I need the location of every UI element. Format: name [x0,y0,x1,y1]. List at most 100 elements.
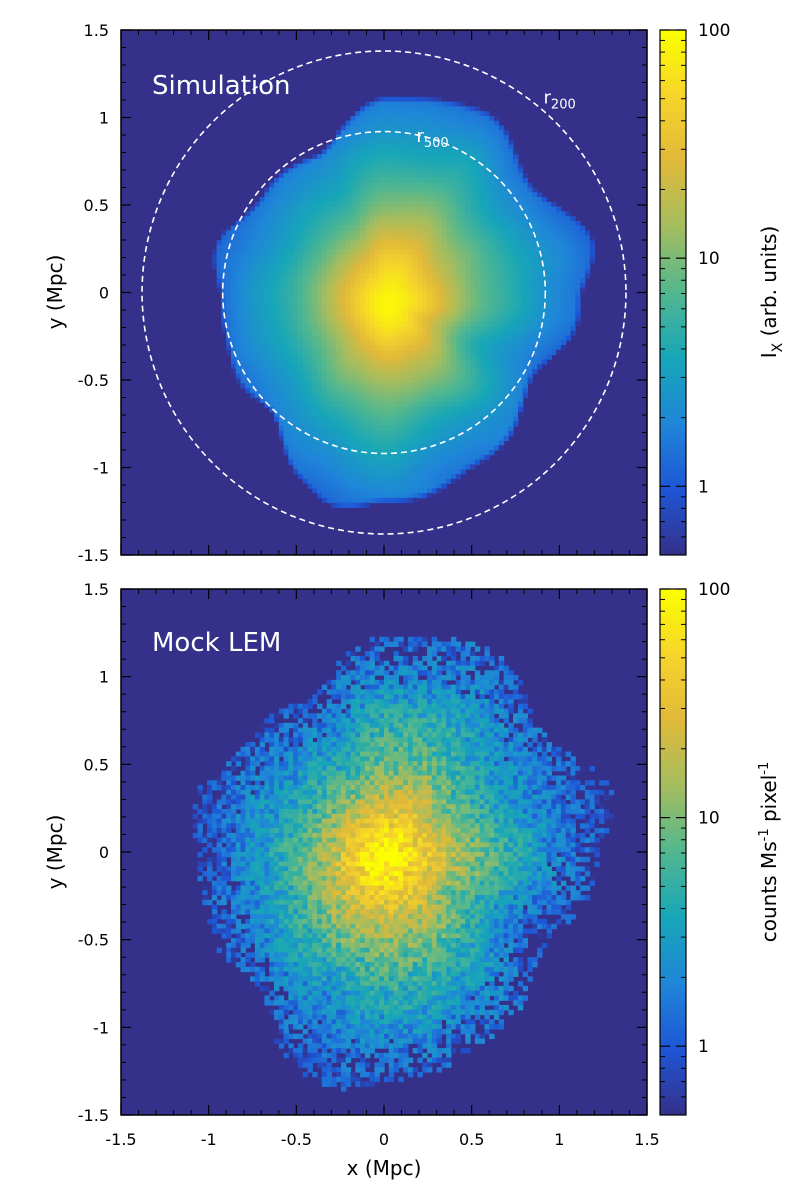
intensity-pixel [532,244,538,251]
intensity-pixel [364,345,371,351]
intensity-pixel [489,330,495,337]
intensity-pixel [297,368,304,375]
intensity-pixel [336,349,342,356]
intensity-pixel [474,168,481,174]
intensity-pixel [264,402,270,408]
intensity-pixel [412,488,419,494]
intensity-pixel [407,340,414,346]
intensity-pixel [393,235,399,241]
intensity-pixel [422,387,428,394]
intensity-pixel [254,311,261,317]
intensity-pixel [297,392,304,399]
intensity-pixel [254,225,261,232]
intensity-pixel [546,306,552,313]
intensity-pixel [278,268,285,275]
intensity-pixel [513,383,519,389]
intensity-pixel [498,220,505,227]
intensity-pixel [340,454,347,461]
intensity-pixel [374,373,380,380]
intensity-pixel [240,273,246,279]
intensity-pixel [321,292,328,298]
intensity-pixel [484,154,490,160]
intensity-pixel [393,430,399,437]
intensity-pixel [369,497,376,504]
intensity-pixel [546,216,552,222]
intensity-pixel [321,321,328,327]
intensity-pixel [364,254,371,260]
intensity-pixel [393,278,399,284]
intensity-pixel [379,273,385,279]
intensity-pixel [230,364,237,370]
intensity-pixel [312,311,318,317]
intensity-pixel [508,387,514,394]
intensity-pixel [283,402,289,408]
intensity-pixel [235,287,242,294]
intensity-pixel [551,282,557,289]
intensity-pixel [398,411,404,418]
intensity-pixel [364,173,371,179]
intensity-pixel [584,268,591,275]
intensity-pixel [350,430,356,437]
intensity-pixel [226,297,232,303]
intensity-pixel [422,473,428,480]
intensity-pixel [436,149,442,155]
intensity-pixel [369,187,376,193]
intensity-pixel [340,373,347,380]
intensity-pixel [264,368,270,375]
intensity-pixel [556,235,562,241]
intensity-pixel [350,192,356,198]
intensity-pixel [230,230,237,236]
intensity-pixel [503,197,509,203]
intensity-pixel [302,364,309,370]
intensity-pixel [541,349,548,356]
intensity-pixel [517,330,524,337]
intensity-pixel [570,225,576,232]
intensity-pixel [297,306,304,313]
intensity-pixel [455,459,462,465]
intensity-pixel [532,359,538,365]
intensity-pixel [565,235,572,241]
intensity-pixel [317,177,323,184]
intensity-pixel [465,378,471,384]
intensity-pixel [522,282,529,289]
intensity-pixel [350,411,356,418]
intensity-pixel [508,383,514,389]
intensity-pixel [288,359,294,365]
intensity-pixel [374,149,380,155]
intensity-pixel [221,321,227,327]
intensity-pixel [297,416,304,422]
intensity-pixel [493,235,500,241]
intensity-pixel [407,163,414,170]
intensity-pixel [398,201,404,208]
intensity-pixel [498,163,505,170]
intensity-pixel [360,292,366,298]
intensity-pixel [570,216,576,222]
intensity-pixel [345,478,352,485]
intensity-pixel [446,335,452,341]
intensity-pixel [556,292,562,298]
intensity-pixel [364,168,371,174]
colorbar-tick-label: 10 [698,249,720,269]
intensity-pixel [479,135,486,141]
intensity-pixel [522,240,529,246]
intensity-pixel [565,297,572,303]
intensity-pixel [312,259,318,265]
intensity-pixel [498,302,505,308]
intensity-pixel [436,230,442,236]
intensity-pixel [384,287,390,294]
intensity-pixel [340,144,347,150]
intensity-pixel [575,302,581,308]
intensity-pixel [384,96,390,103]
intensity-pixel [513,220,519,227]
intensity-pixel [384,235,390,241]
intensity-pixel [589,249,595,255]
intensity-pixel [546,340,552,346]
intensity-pixel [484,378,490,384]
intensity-pixel [278,187,285,193]
intensity-pixel [336,378,342,384]
intensity-pixel [226,263,232,270]
intensity-pixel [331,187,337,193]
intensity-pixel [412,321,419,327]
intensity-pixel [326,483,332,489]
intensity-pixel [350,345,356,351]
